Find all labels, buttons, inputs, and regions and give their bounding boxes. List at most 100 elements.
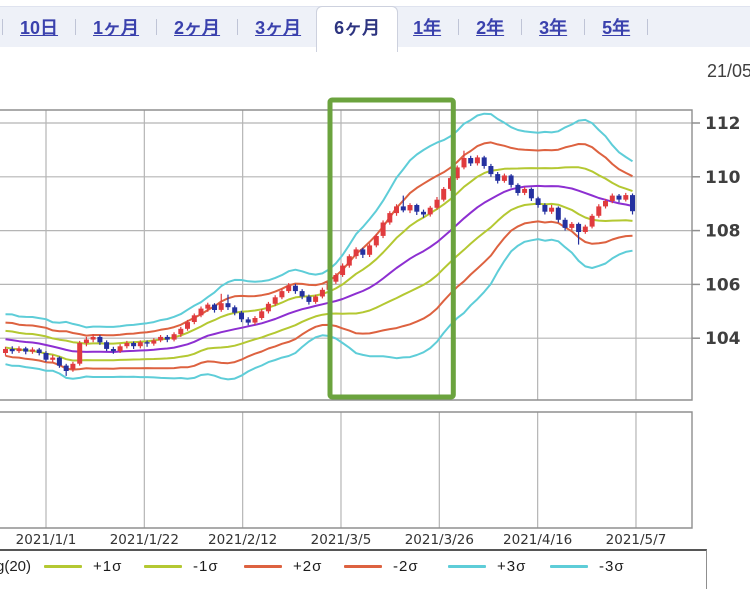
tab-separator <box>2 19 3 35</box>
main-panel-border <box>0 109 693 401</box>
candle-body <box>50 357 56 360</box>
candle-body <box>225 303 231 308</box>
candle-body <box>198 308 204 316</box>
candle-body <box>340 265 346 275</box>
candle-body <box>245 319 251 323</box>
candle-body <box>70 363 76 370</box>
candle-body <box>306 296 312 302</box>
candle-body <box>43 353 49 360</box>
tab-separator <box>521 19 523 35</box>
candle-body <box>508 175 514 185</box>
legend-label-2: +2σ <box>293 558 323 575</box>
candle-body <box>205 304 211 309</box>
period-tab-2[interactable]: 2ヶ月 <box>174 18 221 38</box>
band-plus3sigma <box>5 112 634 329</box>
candle-body <box>596 206 602 216</box>
candle-body <box>77 343 83 364</box>
candle-body <box>414 205 420 212</box>
legend-item-0: +1σ <box>44 558 122 575</box>
period-tab-7[interactable]: 3年 <box>539 18 568 38</box>
y-tick-label: 110 <box>705 168 741 188</box>
period-tab-4-active[interactable]: 6ヶ月 <box>316 5 399 52</box>
candle-body <box>562 219 568 228</box>
candle-body <box>394 206 399 214</box>
band-minus3sigma <box>5 238 633 381</box>
x-tick-label: 2021/3/26 <box>405 532 474 548</box>
candle-body <box>434 199 440 208</box>
candle-body <box>164 336 170 340</box>
candle-body <box>117 346 123 352</box>
legend-swatch-5 <box>550 565 588 568</box>
candle-body <box>158 336 164 341</box>
candle-body <box>286 285 292 292</box>
period-tab-0[interactable]: 10日 <box>20 18 59 38</box>
candle-body <box>461 158 467 168</box>
candle-body <box>623 195 629 200</box>
period-tab-6[interactable]: 2年 <box>476 18 505 38</box>
candle-body <box>609 195 615 201</box>
legend-label-0: +1σ <box>93 558 123 575</box>
candle-body <box>346 256 352 266</box>
period-tab-8[interactable]: 5年 <box>602 18 631 38</box>
candle-body <box>151 340 157 344</box>
candle-body <box>528 188 534 199</box>
legend-swatch-2 <box>244 565 282 568</box>
period-tabbar: 10日 1ヶ月 2ヶ月 3ヶ月 6ヶ月 1年 2年 3年 5年 <box>0 5 750 52</box>
legend-item-2: +2σ <box>244 558 322 575</box>
candle-body <box>468 158 474 164</box>
candle-body <box>353 249 359 257</box>
candle-body <box>400 206 406 211</box>
tab-separator <box>237 19 239 35</box>
highlight-box <box>327 97 456 400</box>
candle-body <box>427 207 433 215</box>
y-tick-label: 106 <box>705 275 741 295</box>
candle-body <box>16 348 22 352</box>
candle-body <box>104 342 110 349</box>
candle-body <box>333 275 339 282</box>
period-tab-3[interactable]: 3ヶ月 <box>255 18 302 38</box>
candle-body <box>83 339 89 343</box>
y-tick-label: 104 <box>705 329 741 349</box>
legend-swatch-3 <box>344 565 382 568</box>
y-tick-label: 112 <box>705 114 741 134</box>
candle-body <box>576 223 582 232</box>
candle-body <box>178 328 184 335</box>
candle-body <box>555 207 561 220</box>
candle-body <box>495 174 501 181</box>
tab-separator <box>156 19 158 35</box>
candle-body <box>144 342 150 344</box>
candle-body <box>272 297 278 304</box>
band-plus1sigma <box>5 166 633 345</box>
band-minus1sigma <box>5 202 633 362</box>
candle-body <box>9 349 15 352</box>
candle-body <box>292 285 298 292</box>
candle-body <box>171 334 177 340</box>
candle-body <box>313 296 319 302</box>
candle-body <box>582 226 588 232</box>
x-tick-label: 2021/5/7 <box>606 532 667 548</box>
period-tab-5[interactable]: 1年 <box>413 18 442 38</box>
candle-body <box>542 205 548 212</box>
candle-body <box>488 166 494 175</box>
candle-body <box>380 222 386 236</box>
candle-body <box>191 315 197 322</box>
candle-body <box>474 157 480 164</box>
candle-body <box>259 311 265 318</box>
candle-body <box>569 223 575 228</box>
legend-label-4: +3σ <box>497 558 527 575</box>
candle-body <box>252 318 258 323</box>
candle-body <box>421 211 426 215</box>
legend-label-3: -2σ <box>393 558 419 575</box>
candle-body <box>185 322 190 329</box>
candle-body <box>131 343 137 347</box>
candle-body <box>454 167 460 179</box>
candle-body <box>232 307 238 313</box>
candle-body <box>137 342 143 347</box>
candle-body <box>549 207 555 212</box>
candle-body <box>212 304 217 310</box>
candle-body <box>30 349 35 352</box>
candle-body <box>367 245 373 255</box>
period-tab-1[interactable]: 1ヶ月 <box>93 18 140 38</box>
